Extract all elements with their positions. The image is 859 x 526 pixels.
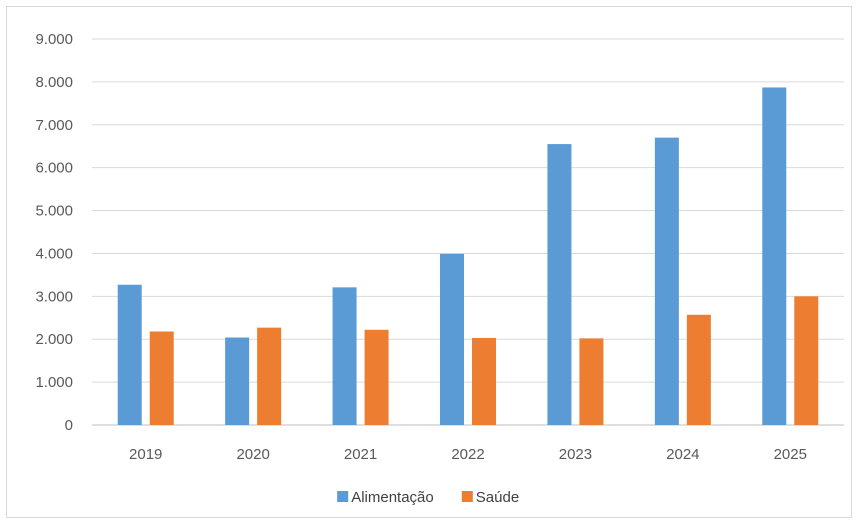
y-tick-label: 1.000 [35, 374, 73, 391]
y-tick-label: 8.000 [35, 74, 73, 91]
legend-swatch-2 [461, 491, 473, 502]
bar-series-2 [149, 331, 174, 425]
bar-series-1 [225, 337, 250, 425]
bar-series-2 [686, 314, 711, 425]
x-tick-label: 2023 [559, 446, 592, 463]
y-tick-label: 9.000 [35, 31, 73, 48]
x-axis-ticks: 2019 2020 2021 2022 2023 2024 2025 [129, 446, 807, 463]
y-tick-label: 6.000 [35, 160, 73, 177]
y-tick-label: 0 [65, 417, 73, 434]
bar-series-1 [332, 287, 357, 425]
y-tick-label: 7.000 [35, 117, 73, 134]
y-tick-label: 2.000 [35, 331, 73, 348]
x-tick-label: 2024 [666, 446, 699, 463]
x-tick-label: 2025 [774, 446, 807, 463]
y-axis-ticks: 0 1.000 2.000 3.000 4.000 5.000 6.000 7.000 8.00… [35, 31, 73, 434]
bars [117, 87, 819, 426]
x-tick-label: 2021 [344, 446, 377, 463]
bar-series-2 [472, 337, 496, 425]
x-tick-label: 2019 [129, 446, 162, 463]
legend-swatch-1 [337, 491, 349, 502]
bar-series-2 [579, 338, 604, 425]
x-tick-label: 2020 [236, 446, 269, 463]
bar-series-1 [440, 253, 464, 425]
y-tick-label: 4.000 [35, 245, 73, 262]
bar-series-1 [547, 144, 572, 426]
bar-series-2 [794, 296, 819, 425]
y-tick-label: 5.000 [35, 203, 73, 220]
bar-series-2 [257, 327, 282, 425]
gridlines [92, 38, 844, 426]
bar-series-1 [762, 87, 787, 425]
legend-label-2: Saúde [476, 489, 519, 506]
bar-series-1 [654, 137, 679, 425]
x-tick-label: 2022 [451, 446, 484, 463]
bar-series-1 [117, 284, 142, 425]
y-tick-label: 3.000 [35, 288, 73, 305]
legend: Alimentação Saúde [337, 489, 519, 506]
chart-frame [6, 6, 852, 518]
legend-label-1: Alimentação [351, 489, 434, 506]
bar-series-2 [364, 329, 389, 425]
